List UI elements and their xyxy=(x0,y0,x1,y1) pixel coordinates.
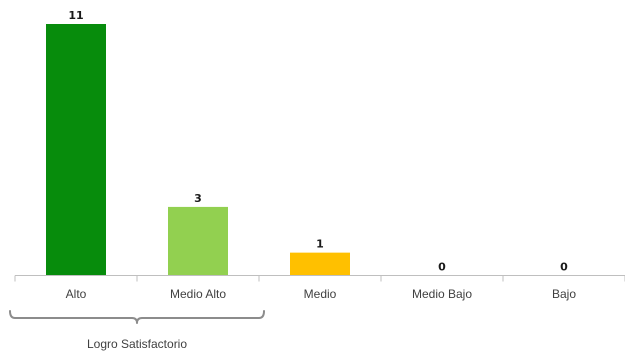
group-bracket-label: Logro Satisfactorio xyxy=(87,337,187,351)
value-labels-layer: 11 3 1 0 0 xyxy=(68,9,568,274)
x-axis-ticks-layer xyxy=(14,275,625,282)
bar-value-label: 11 xyxy=(68,9,83,22)
bars-layer xyxy=(46,24,350,276)
bar-value-label: 0 xyxy=(438,261,446,274)
group-bracket xyxy=(9,310,265,324)
category-labels-layer: Alto Medio Alto Medio Medio Bajo Bajo xyxy=(66,287,577,301)
category-label: Alto xyxy=(66,287,87,301)
category-label: Medio Alto xyxy=(170,287,226,301)
category-label: Bajo xyxy=(552,287,576,301)
bar-value-label: 1 xyxy=(316,238,324,251)
category-label: Medio xyxy=(304,287,337,301)
bar xyxy=(46,24,106,276)
bar xyxy=(168,206,228,276)
bar xyxy=(290,252,350,276)
category-label: Medio Bajo xyxy=(412,287,472,301)
bar-value-label: 0 xyxy=(560,261,568,274)
bar-value-label: 3 xyxy=(194,192,202,205)
